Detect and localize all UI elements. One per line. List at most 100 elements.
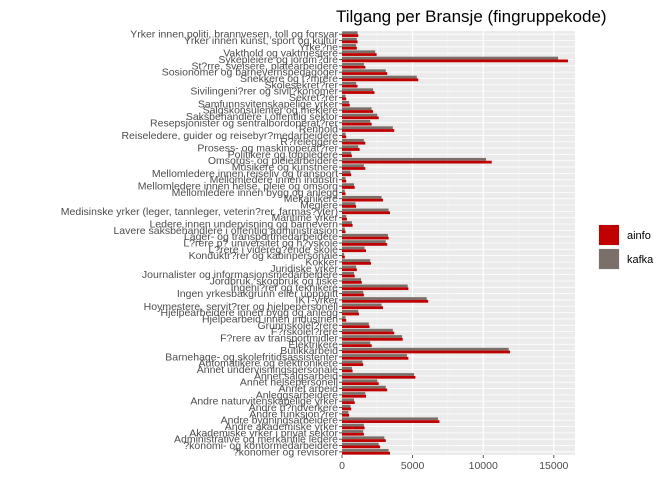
bar-ainfo bbox=[342, 426, 365, 430]
category-label: Yrke?ne bbox=[299, 41, 338, 53]
bar-ainfo bbox=[342, 369, 353, 373]
bar-ainfo bbox=[342, 268, 357, 272]
category-label: Mekanikere bbox=[284, 193, 338, 205]
bar-ainfo bbox=[342, 325, 370, 329]
bar-ainfo bbox=[342, 420, 440, 423]
bar-ainfo bbox=[342, 217, 347, 221]
category-label: Hoymestere, servit?rer og hjelpepersonel… bbox=[144, 301, 338, 313]
category-label: Hjelpearbeid innen industrien bbox=[202, 313, 338, 325]
bar-kafka bbox=[342, 164, 364, 168]
category-label: Journalister og informasjonsmedarbeidere bbox=[142, 269, 338, 281]
bar-kafka bbox=[342, 44, 357, 47]
bar-kafka bbox=[342, 417, 439, 421]
bar-kafka bbox=[342, 189, 345, 193]
bar-kafka bbox=[342, 132, 346, 136]
category-label: Juridiske yrker bbox=[270, 263, 338, 275]
bar-ainfo bbox=[342, 154, 352, 158]
bar-kafka bbox=[342, 221, 352, 225]
bar-ainfo bbox=[342, 299, 429, 303]
bar-kafka bbox=[342, 50, 376, 54]
bar-ainfo bbox=[342, 356, 409, 360]
bar-ainfo bbox=[342, 110, 374, 113]
x-axis: 0 5000 10000 15000 bbox=[339, 455, 569, 472]
bar-kafka bbox=[342, 335, 403, 338]
bar-kafka bbox=[342, 265, 357, 269]
bar-ainfo bbox=[342, 173, 352, 177]
bar-kafka bbox=[342, 341, 371, 345]
bar-ainfo bbox=[342, 394, 367, 398]
category-label: Konduktr?rer og kabinpersonale bbox=[189, 250, 339, 262]
bar-ainfo bbox=[342, 84, 358, 88]
bar-ainfo bbox=[342, 249, 367, 253]
bar-ainfo bbox=[342, 287, 409, 291]
bar-ainfo bbox=[342, 293, 364, 297]
category-label: Renhold bbox=[299, 124, 338, 136]
category-label: Snekkere og t?mrere bbox=[240, 73, 338, 85]
bar-ainfo bbox=[342, 198, 383, 202]
bar-ainfo bbox=[342, 261, 371, 265]
category-label: Prosess- og maskinoperat?rer bbox=[197, 143, 338, 155]
bar-kafka bbox=[342, 303, 382, 307]
category-label: Mellomledere innen reiseliv og transport bbox=[152, 168, 338, 180]
legend-label-ainfo: ainfo bbox=[627, 230, 651, 242]
bar-kafka bbox=[342, 322, 369, 326]
category-label: Annet undervisningspersonale bbox=[197, 364, 338, 376]
category-label: Mellomledere innen industri bbox=[210, 174, 338, 186]
x-tick-label: 10000 bbox=[469, 460, 498, 472]
category-label: Lager- og transportmedarbeidere bbox=[184, 231, 338, 243]
category-label: St?rre, sveisere, platearbeidere bbox=[192, 60, 339, 72]
category-label: Omsorgs- og pleiearbeidere bbox=[208, 155, 338, 167]
bar-ainfo bbox=[342, 91, 375, 94]
bars bbox=[342, 31, 568, 455]
category-label: Andre bygningsarbeidere bbox=[221, 415, 338, 427]
bar-ainfo bbox=[342, 439, 386, 442]
bar-ainfo bbox=[342, 230, 346, 234]
bar-kafka bbox=[342, 423, 364, 427]
category-label: L?rere p? universitet og h?yskole bbox=[183, 238, 338, 250]
bar-kafka bbox=[342, 63, 364, 66]
bar-kafka bbox=[342, 31, 358, 35]
bar-ainfo bbox=[342, 186, 355, 189]
bar-ainfo bbox=[342, 451, 391, 455]
category-label: Jordbruk, skogbruk og fiske bbox=[210, 275, 339, 287]
bar-kafka bbox=[342, 75, 417, 79]
bar-kafka bbox=[342, 151, 352, 155]
bar-ainfo bbox=[342, 388, 388, 392]
category-label: Reiseledere, guider og reisebyr?medarbei… bbox=[121, 130, 338, 142]
bar-kafka bbox=[342, 290, 364, 294]
category-label: Barnehage- og skolefritidsassistenter bbox=[165, 351, 338, 363]
bar-kafka bbox=[342, 354, 407, 357]
bar-ainfo bbox=[342, 34, 359, 37]
category-label: Yrker innen politi, brannvesen, toll og … bbox=[130, 29, 338, 41]
bar-ainfo bbox=[342, 382, 379, 386]
bar-kafka bbox=[342, 385, 386, 389]
bar-ainfo bbox=[342, 331, 395, 335]
bar-ainfo bbox=[342, 135, 347, 139]
bar-kafka bbox=[342, 284, 408, 288]
bar-kafka bbox=[342, 94, 346, 98]
bar-kafka bbox=[342, 271, 355, 275]
bar-kafka bbox=[342, 157, 487, 161]
bar-ainfo bbox=[342, 413, 350, 417]
bar-kafka bbox=[342, 398, 355, 402]
category-label: Politikere og toppledere bbox=[228, 149, 338, 161]
bar-kafka bbox=[342, 138, 364, 142]
category-label: Salgskonsulenter og meklere bbox=[203, 105, 339, 117]
bar-kafka bbox=[342, 360, 363, 364]
bar-kafka bbox=[342, 297, 427, 300]
bar-ainfo bbox=[342, 141, 366, 145]
bar-ainfo bbox=[342, 103, 350, 107]
category-label: Sosionomer og barnevernspedagoger bbox=[162, 67, 339, 79]
category-label: Resepsjonister og sentralbordoperat?rer bbox=[150, 117, 338, 129]
bar-ainfo bbox=[342, 432, 364, 436]
bar-kafka bbox=[342, 309, 359, 313]
category-labels: Yrker innen politi, brannvesen, toll og … bbox=[61, 29, 342, 458]
category-label: Ledere innen undervisning og barnevern bbox=[149, 219, 338, 231]
bar-kafka bbox=[342, 252, 345, 256]
chart-title: Tilgang per Bransje (fingruppekode) bbox=[336, 7, 607, 26]
bar-ainfo bbox=[342, 59, 568, 63]
bar-ainfo bbox=[342, 318, 347, 322]
bar-kafka bbox=[342, 126, 393, 130]
category-label: Andre akademiske yrker bbox=[225, 421, 339, 433]
x-tick-label: 0 bbox=[339, 460, 345, 472]
